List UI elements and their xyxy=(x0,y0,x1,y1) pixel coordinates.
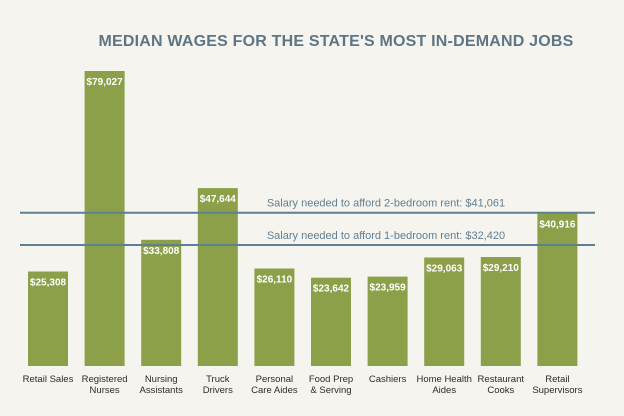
reference-line-label-0: Salary needed to afford 2-bedroom rent: … xyxy=(267,198,505,210)
bar-0 xyxy=(28,271,68,366)
category-label-4: Personal Care Aides xyxy=(251,374,298,396)
bar-value-label-2: $33,808 xyxy=(143,246,180,257)
bar-8 xyxy=(480,257,521,366)
category-label-line: Home Health xyxy=(416,374,471,385)
bar-value-label-7: $29,063 xyxy=(426,264,463,275)
bar-6 xyxy=(367,276,408,366)
category-label-line: Drivers xyxy=(203,385,233,396)
category-label-9: Retail Supervisors xyxy=(532,374,582,396)
bar-value-label-1: $79,027 xyxy=(87,77,124,88)
category-label-7: Home Health Aides xyxy=(416,374,471,396)
bar-2 xyxy=(141,239,182,366)
bar-1 xyxy=(84,71,125,366)
bar-3 xyxy=(197,188,238,366)
category-label-line: Retail xyxy=(545,374,569,385)
bar-value-label-4: $26,110 xyxy=(257,275,293,286)
bar-5 xyxy=(311,277,351,366)
category-label-2: Nursing Assistants xyxy=(140,374,184,396)
bar-value-label-9: $40,916 xyxy=(539,219,576,230)
bar-value-label-8: $29,210 xyxy=(483,263,520,274)
reference-line-label-1: Salary needed to afford 1-bedroom rent: … xyxy=(267,230,505,242)
reference-lines-group: Salary needed to afford 2-bedroom rent: … xyxy=(20,198,595,246)
category-label-line: Retail Sales xyxy=(23,374,74,385)
bar-9 xyxy=(537,213,578,366)
category-label-line: Cashiers xyxy=(369,374,407,385)
category-label-line: Nurses xyxy=(90,385,120,396)
category-label-1: Registered Nurses xyxy=(82,374,128,396)
category-label-line: Assistants xyxy=(140,385,184,396)
category-label-line: Care Aides xyxy=(251,385,298,396)
category-label-line: & Serving xyxy=(310,385,351,396)
category-label-line: Cooks xyxy=(487,385,514,396)
category-label-line: Restaurant xyxy=(478,374,525,385)
bar-7 xyxy=(424,257,465,366)
category-labels-group: Retail Sales Registered Nurses Nursing Assis… xyxy=(23,374,583,396)
category-label-6: Cashiers xyxy=(369,374,407,385)
category-label-line: Truck xyxy=(206,374,230,385)
category-label-0: Retail Sales xyxy=(23,374,74,385)
bar-value-label-0: $25,308 xyxy=(30,278,67,289)
category-label-line: Personal xyxy=(256,374,294,385)
category-label-8: Restaurant Cooks xyxy=(478,374,525,396)
category-label-3: Truck Drivers xyxy=(203,374,233,396)
bar-value-label-3: $47,644 xyxy=(200,194,237,205)
category-label-line: Nursing xyxy=(145,374,178,385)
bar-value-label-6: $23,959 xyxy=(370,283,407,294)
chart-title: MEDIAN WAGES FOR THE STATE'S MOST IN-DEM… xyxy=(98,33,573,50)
bars-group: $25,308 $79,027 $33,808 $47,644 $26,110 $23,6… xyxy=(28,71,578,366)
bar-4 xyxy=(254,268,295,366)
category-label-line: Food Prep xyxy=(309,374,353,385)
category-label-line: Supervisors xyxy=(532,385,582,396)
category-label-line: Registered xyxy=(82,374,128,385)
category-label-5: Food Prep & Serving xyxy=(309,374,353,396)
category-label-line: Aides xyxy=(432,385,456,396)
bar-value-label-5: $23,642 xyxy=(313,284,350,295)
